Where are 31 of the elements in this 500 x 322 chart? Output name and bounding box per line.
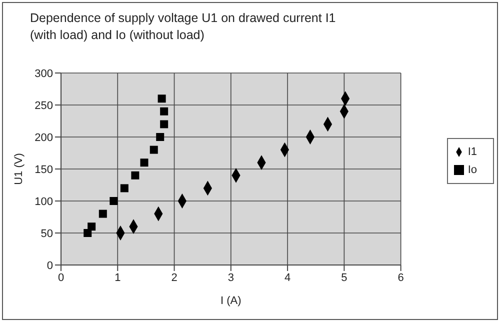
point	[158, 94, 166, 103]
point	[120, 184, 128, 192]
y-axis-title: U1 (V)	[12, 153, 25, 185]
legend-label: Io	[468, 164, 477, 176]
x-tick-label: 1	[114, 272, 121, 284]
y-tick-label: 200	[34, 132, 53, 144]
x-tick-label: 5	[341, 272, 348, 284]
point	[84, 229, 92, 237]
legend-label: I1	[468, 146, 477, 158]
x-tick-label: 3	[228, 272, 234, 284]
x-tick-label: 6	[398, 272, 404, 284]
point	[140, 158, 148, 167]
x-tick-label: 2	[171, 272, 178, 284]
y-tick-label: 50	[40, 228, 53, 240]
x-tick-label: 0	[58, 272, 64, 284]
y-tick-label: 250	[34, 100, 53, 112]
point	[131, 171, 140, 180]
y-tick-label: 100	[34, 196, 53, 208]
point	[150, 146, 158, 154]
x-axis-title: I (A)	[220, 295, 242, 307]
y-tick-label: 300	[34, 68, 53, 80]
point	[88, 222, 96, 231]
point	[156, 133, 164, 141]
point	[160, 120, 168, 128]
chart-title: Dependence of supply voltage U1 on drawed current I1 (with load) and Io (without load)	[30, 10, 337, 44]
point	[160, 107, 168, 116]
y-tick-label: 0	[46, 260, 53, 272]
x-tick-label: 4	[284, 272, 291, 284]
point	[110, 197, 118, 205]
point	[98, 210, 107, 218]
y-tick-label: 150	[34, 164, 53, 176]
